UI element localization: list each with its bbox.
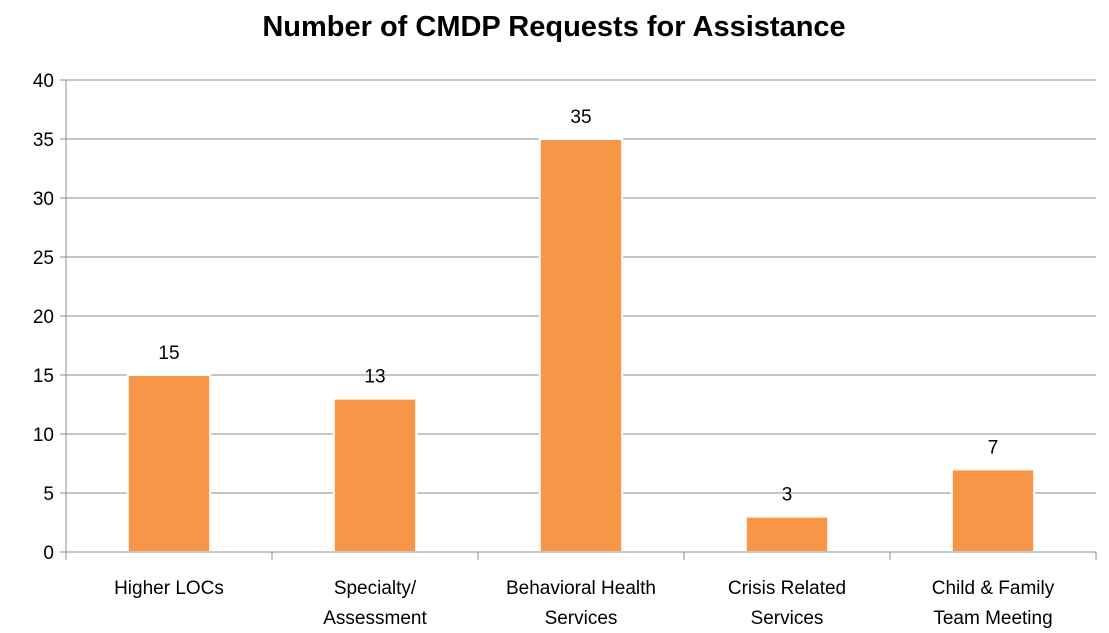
x-category-label: Behavioral Health Services [506,578,656,629]
data-label: 15 [158,343,179,364]
x-category-label: Higher LOCs [114,578,224,599]
y-tick-label: 30 [33,189,54,210]
x-category-label: Specialty/Assessment [323,578,427,629]
y-tick-label: 15 [33,366,54,387]
data-label: 35 [570,107,591,128]
x-category-label: Child & Family Team Meeting [932,578,1055,629]
y-tick-label: 5 [43,484,54,505]
bar [950,468,1036,553]
x-category-label: Crisis Related Services [728,578,846,629]
y-tick-label: 25 [33,248,54,269]
chart-title: Number of CMDP Requests for Assistance [262,11,845,43]
y-tick-label: 10 [33,425,54,446]
y-tick-label: 35 [33,130,54,151]
bar [126,374,212,553]
x-axis: Higher LOCs Specialty/Assessment Behaviora… [65,80,1097,629]
bars [126,138,1036,553]
y-axis-ticks: 0 5 10 15 20 25 30 35 40 [33,71,66,564]
data-label: 13 [364,367,385,388]
data-labels: 15 13 35 3 7 [158,107,998,506]
bar [538,138,624,553]
y-tick-label: 40 [33,71,54,92]
bar [332,397,418,553]
y-tick-label: 20 [33,307,54,328]
data-label: 3 [782,485,793,506]
bar [744,515,830,553]
data-label: 7 [988,437,999,458]
y-tick-label: 0 [43,543,54,564]
